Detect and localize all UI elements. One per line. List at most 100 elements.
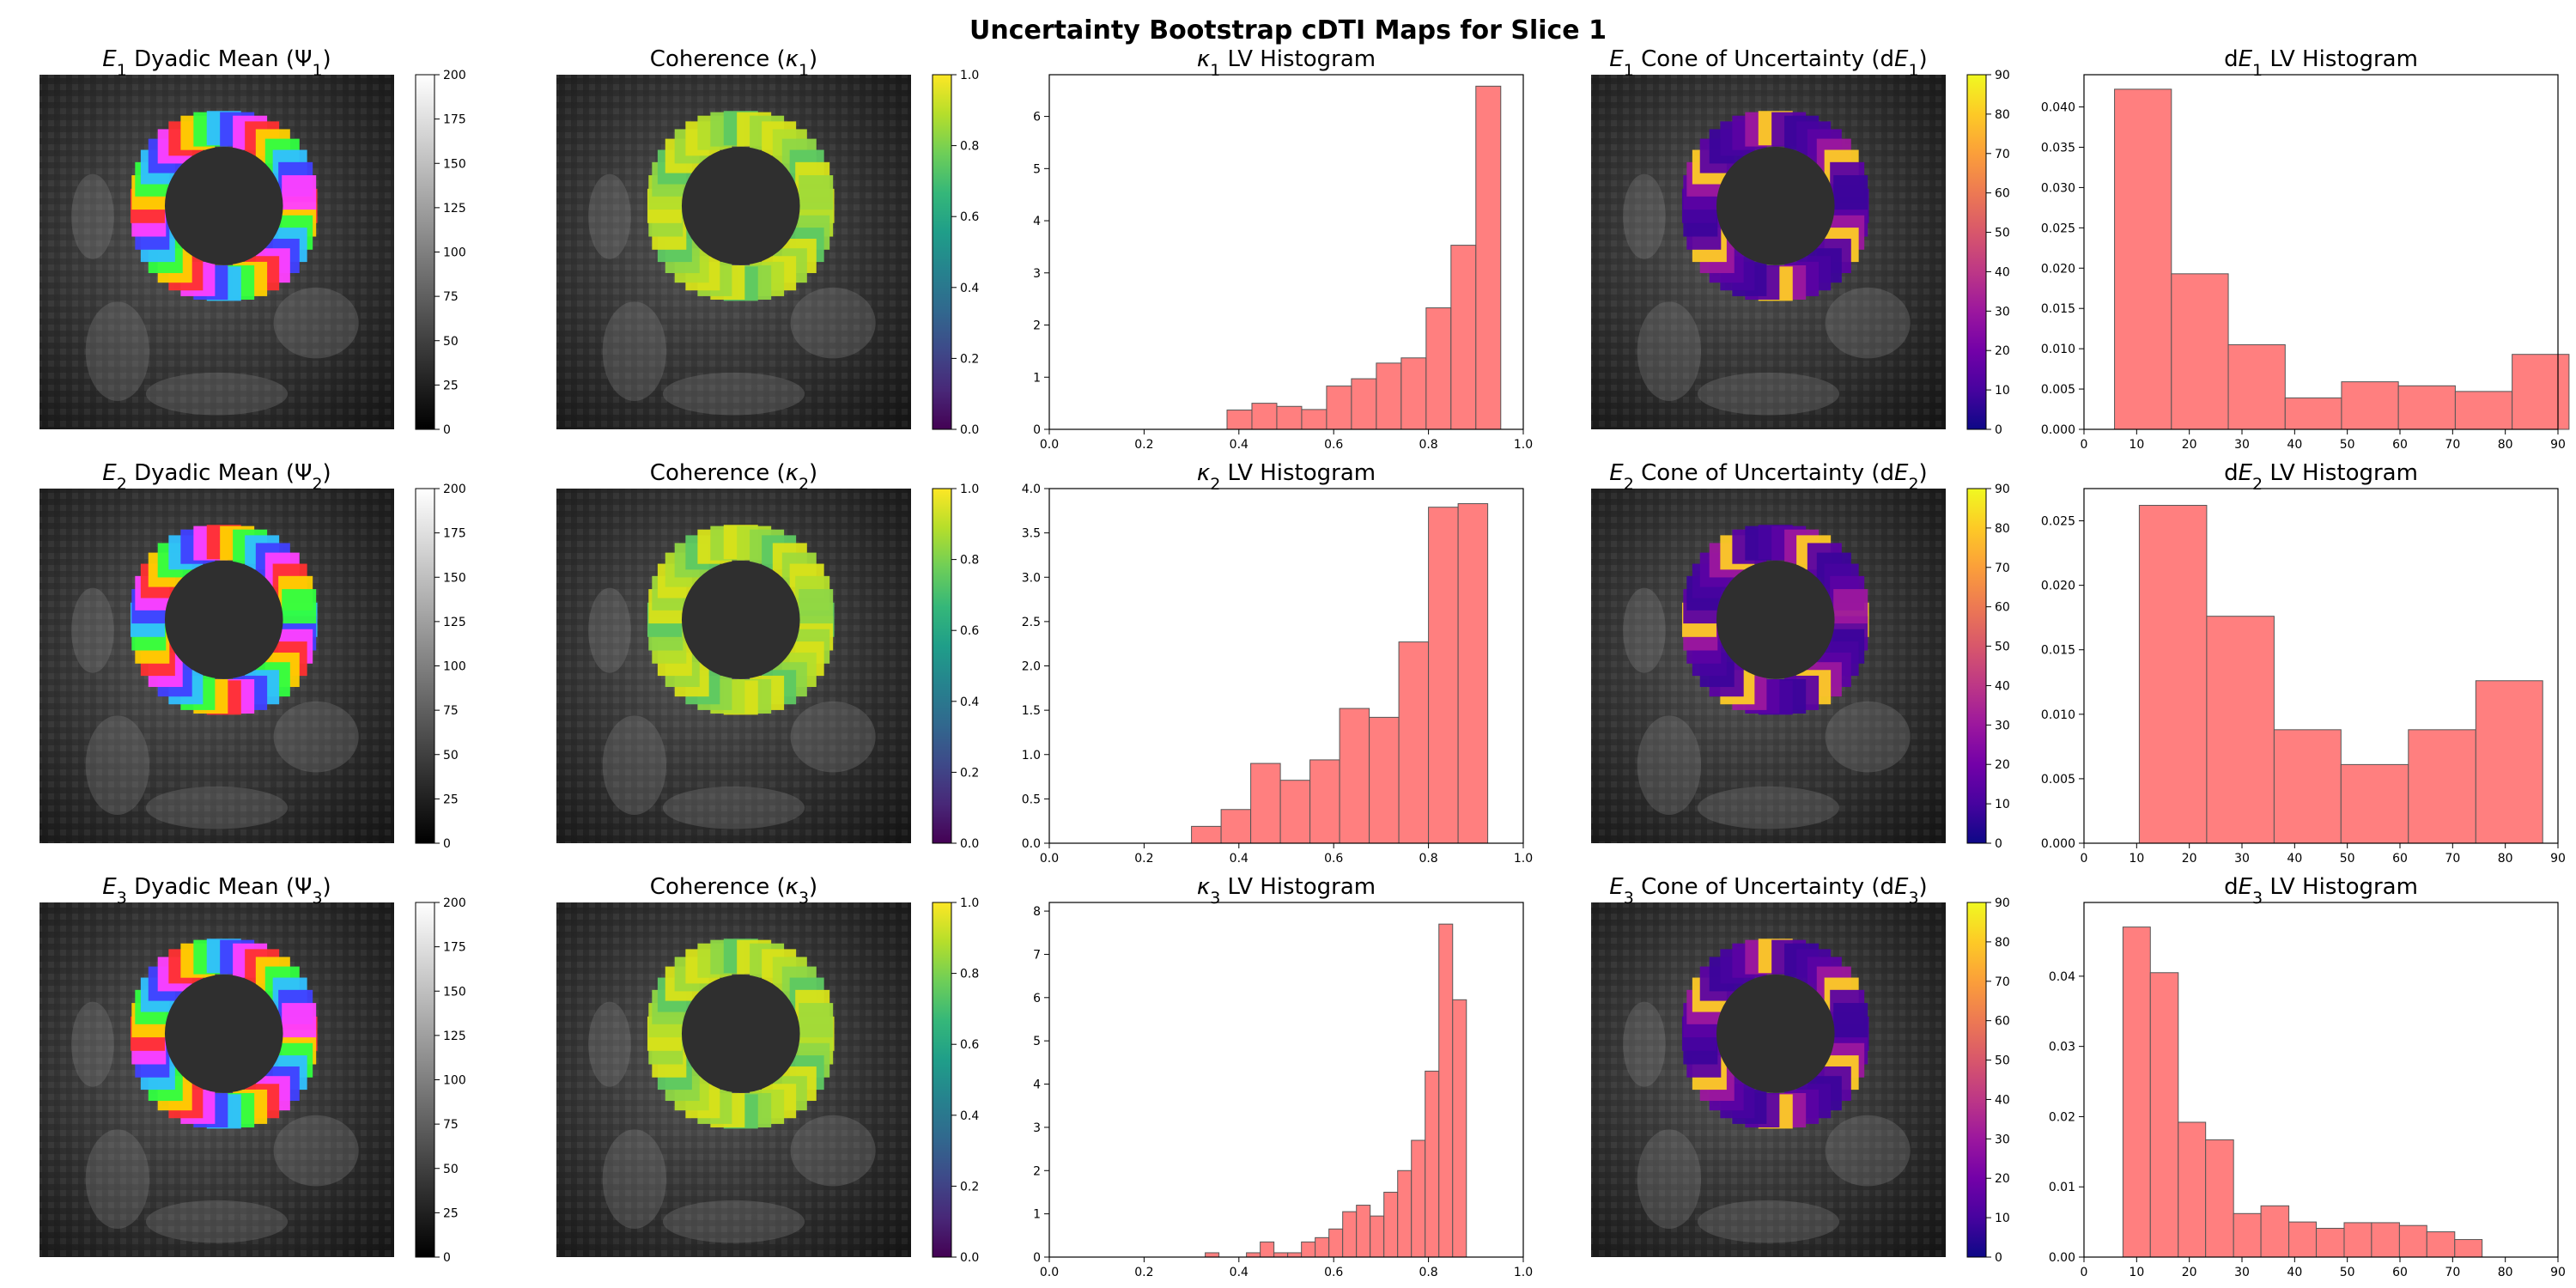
colorbar-tick-label: 10 [1995,384,2010,398]
colorbar-tick-label: 50 [443,749,459,762]
x-tick-label: 90 [2550,852,2566,866]
ring-voxel [282,1003,317,1038]
histogram-bar [2426,1231,2456,1258]
anatomy-blob [1825,1115,1911,1187]
colorbar-tick-label: 150 [443,157,466,171]
anatomy-blob [662,1200,805,1243]
histogram-panel: 0 10 20 30 40 50 60 70 80 90 0.000 0.005 0.010 0.015 0… [2041,488,2566,866]
colorbar-tick-label: 125 [443,616,466,629]
anatomy-blob [85,301,150,401]
y-tick-label: 0.015 [2041,302,2075,316]
histogram-bar [1369,716,1400,844]
histogram-bar [1205,1252,1220,1258]
anatomy-blob [145,372,289,416]
colorbar [415,74,435,430]
anatomy-blob [1697,786,1840,829]
x-tick-label: 0.4 [1230,1266,1249,1279]
x-tick-label: 1.0 [1514,1266,1533,1279]
anatomy-blob [1623,587,1666,673]
subplot-title: E1 Cone of Uncertainty (dE1) [1609,46,1927,80]
histogram-panel: 0 10 20 30 40 50 60 70 80 90 0.000 0.005 0.010 0.015 0… [2041,74,2570,452]
x-tick-label: 20 [2182,852,2197,866]
x-tick-label: 90 [2550,438,2566,452]
lv-cavity [681,561,800,679]
y-tick-label: 0.025 [2041,222,2075,235]
histogram-bar [1246,1252,1261,1258]
y-tick-label: 0.030 [2041,181,2075,195]
x-tick-label: 80 [2498,438,2513,452]
histogram-bar [2149,972,2179,1258]
anatomy-blob [1825,701,1911,773]
histogram-bar [1398,641,1430,844]
x-tick-label: 0.0 [1040,438,1059,452]
anatomy-blob [273,1115,359,1187]
y-tick-label: 3.5 [1022,527,1041,541]
colorbar-tick-label: 0.8 [960,968,979,981]
colorbar-tick-label: 0.0 [960,837,979,851]
histogram-bar [1250,762,1281,844]
x-tick-label: 0.8 [1419,438,1437,452]
colorbar-tick-label: 75 [443,290,459,304]
histogram-bar [1315,1236,1330,1258]
colorbar-tick-label: 0.0 [960,1251,979,1265]
colorbar-tick-label: 0 [443,423,451,437]
colorbar-tick-label: 70 [1995,562,2010,575]
anatomy-blob [662,372,805,416]
colorbar-tick-label: 0.8 [960,554,979,568]
colorbar-tick-label: 30 [1995,1133,2010,1146]
y-tick-label: 0.5 [1022,793,1041,806]
colorbar-tick-label: 175 [443,941,466,955]
ring-voxel [1833,589,1868,624]
anatomy-blob [790,287,876,359]
y-tick-label: 3 [1033,267,1041,281]
subplot-title: Coherence (κ3) [650,874,817,908]
x-tick-label: 40 [2287,1266,2302,1279]
colorbar-tick-label: 175 [443,113,466,127]
subplot-title: dE3 LV Histogram [2224,874,2418,908]
image-panel: 0 25 50 75 100 125 150 175 200 [39,69,466,437]
colorbar-tick-label: 0 [1995,1251,2002,1265]
x-tick-label: 0.4 [1230,438,1249,452]
x-tick-label: 90 [2550,1266,2566,1279]
colorbar-tick-label: 1.0 [960,896,979,910]
subplot-title: dE2 LV Histogram [2224,460,2418,494]
x-tick-label: 0.8 [1419,1266,1437,1279]
anatomy-blob [273,287,359,359]
x-tick-label: 0.2 [1134,1266,1153,1279]
ring-voxel [799,589,834,624]
colorbar-tick-label: 50 [1995,1054,2010,1068]
lv-cavity [1716,975,1835,1093]
subplot-title: Coherence (κ2) [650,460,817,494]
x-tick-label: 60 [2392,852,2408,866]
histogram-bar [1438,923,1454,1258]
x-tick-label: 40 [2287,438,2302,452]
y-tick-label: 5 [1033,162,1041,176]
axes-frame [2083,902,2559,1258]
x-tick-label: 1.0 [1514,852,1533,866]
colorbar-tick-label: 20 [1995,344,2010,358]
y-tick-label: 5 [1033,1035,1041,1048]
subplot-title: κ2 LV Histogram [1197,460,1376,494]
subplot-title: dE1 LV Histogram [2224,46,2418,80]
figure-title: Uncertainty Bootstrap cDTI Maps for Slic… [969,15,1607,46]
y-tick-label: 0.020 [2041,580,2075,593]
colorbar [932,74,952,430]
colorbar-tick-label: 200 [443,69,466,82]
colorbar-tick-label: 40 [1995,265,2010,279]
x-tick-label: 0.8 [1419,852,1437,866]
y-tick-label: 0.03 [2049,1041,2075,1054]
histogram-bar [2178,1121,2207,1258]
colorbar-tick-label: 150 [443,985,466,999]
y-tick-label: 2.5 [1022,616,1041,629]
histogram-panel: 0 10 20 30 40 50 60 70 80 90 0.00 0.01 0.02 0.03 0.04 [2049,902,2566,1279]
colorbar-tick-label: 90 [1995,69,2010,82]
anatomy-blob [1637,1129,1702,1229]
histogram-bar [2454,391,2513,430]
anatomy-blob [145,786,289,829]
histogram-bar [2341,381,2399,430]
anatomy-blob [71,173,114,259]
x-tick-label: 70 [2445,852,2460,866]
y-tick-label: 0.005 [2041,773,2075,787]
colorbar-tick-label: 50 [1995,227,2010,240]
colorbar-tick-label: 30 [1995,305,2010,319]
